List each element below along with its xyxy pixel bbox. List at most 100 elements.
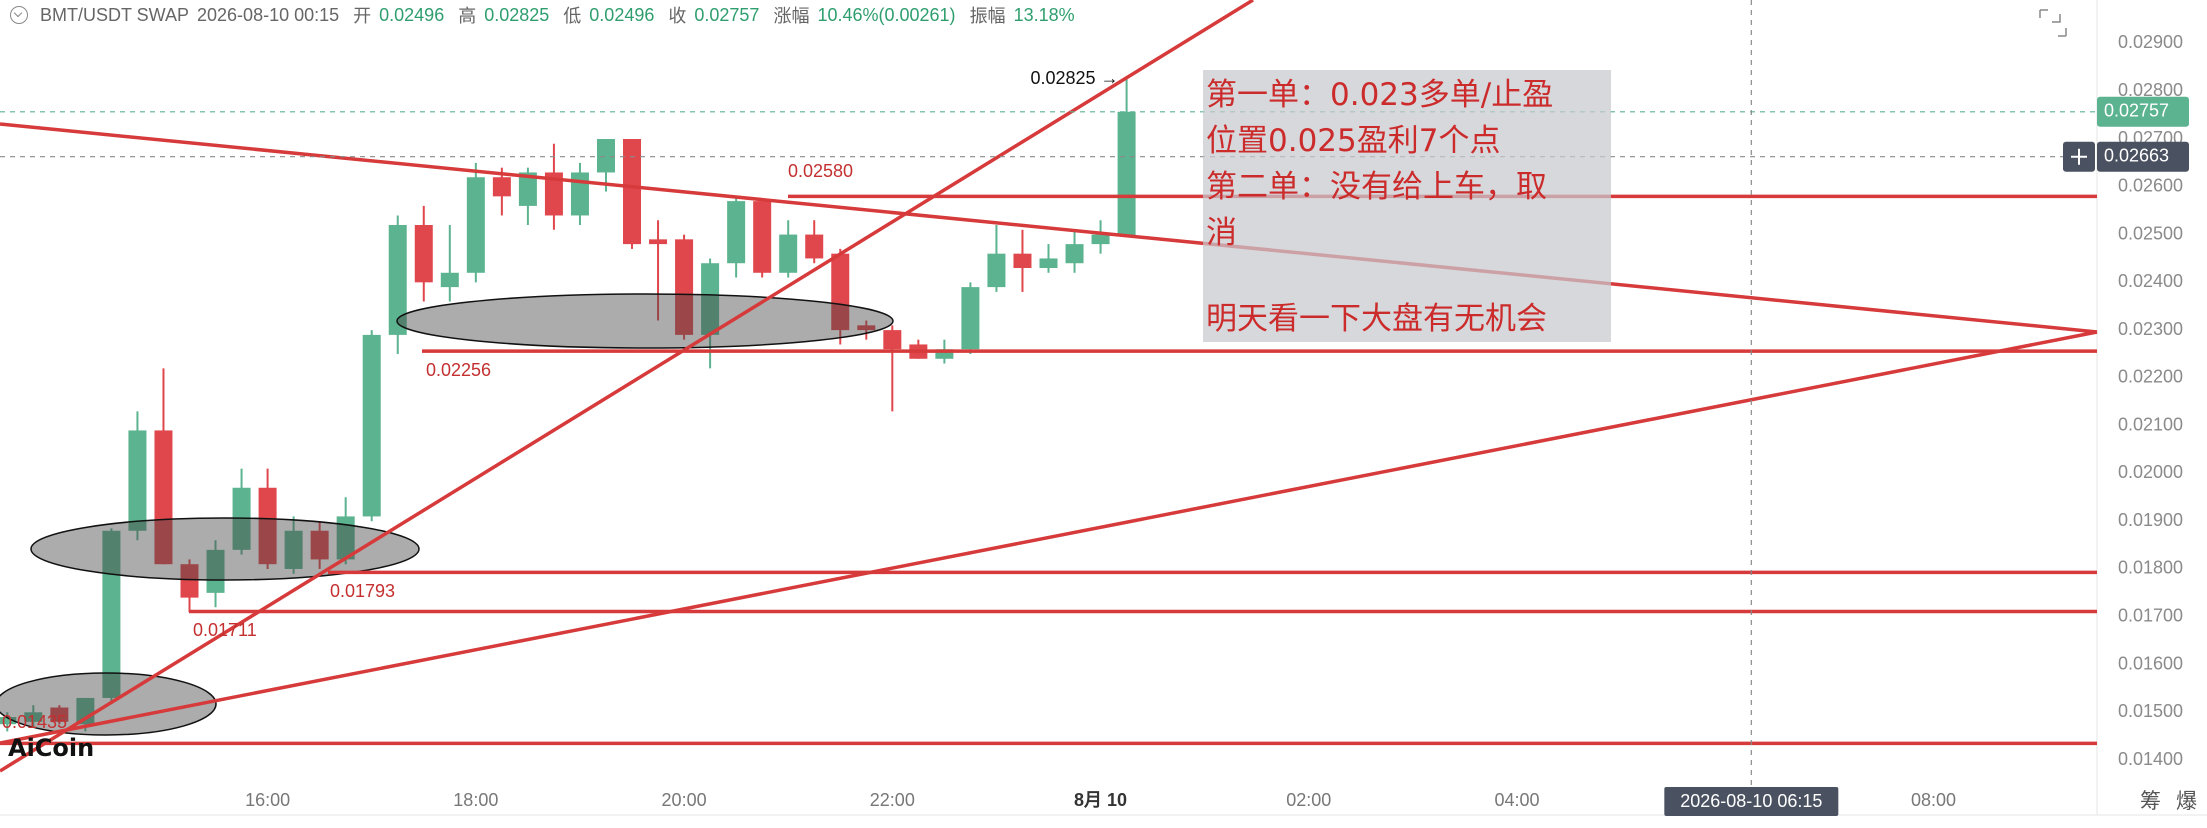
candle-body	[623, 139, 642, 245]
header-value: 0.02757	[694, 4, 760, 25]
fullscreen-icon[interactable]	[2039, 9, 2067, 37]
trend-line	[0, 122, 2098, 334]
y-tick-label: 0.01400	[2118, 749, 2183, 769]
candle-body	[1091, 234, 1110, 245]
price-line-label: 0.02580	[788, 161, 853, 181]
x-tick-label: 22:00	[870, 790, 915, 810]
y-tick-label: 0.02400	[2118, 271, 2183, 291]
time: 2026-08-10 00:15	[197, 4, 340, 25]
y-tick-label: 0.02200	[2118, 367, 2183, 387]
y-tick-label: 0.02500	[2118, 223, 2183, 243]
y-tick-label: 0.02000	[2118, 462, 2183, 482]
candle-body	[701, 263, 720, 335]
y-tick-label: 0.02600	[2118, 176, 2183, 196]
header-value: 10.46%(0.00261)	[817, 4, 956, 25]
crosshair-time-tag	[1664, 787, 1839, 816]
header-label: 涨幅	[773, 6, 810, 26]
candle-body	[753, 201, 772, 273]
candle-body	[831, 253, 850, 331]
candle-body	[883, 330, 902, 350]
y-tick-label: 0.01800	[2118, 558, 2183, 578]
x-tick-label: 18:00	[453, 790, 498, 810]
note-box: 第一单：0.023多单/止盈 位置0.025盈利7个点 第二单：没有给上车，取消明天…	[1203, 70, 1611, 342]
trend-line	[0, 0, 1254, 773]
crosshair-price-label: 0.02663	[2104, 145, 2169, 165]
y-tick-label: 0.02900	[2118, 32, 2183, 52]
candle-body	[206, 549, 225, 593]
header-value: 0.02496	[379, 4, 445, 25]
header-label: 低	[563, 6, 582, 26]
icon	[2039, 9, 2067, 37]
candle-body	[440, 272, 459, 288]
candle-body	[805, 234, 824, 259]
header-label: 开	[353, 6, 372, 26]
note-line: 位置0.025盈利7个点	[1206, 123, 1501, 159]
y-tick-label: 0.01900	[2118, 510, 2183, 530]
y-tick-label: 0.01700	[2118, 605, 2183, 625]
y-tick-label: 0.02800	[2118, 80, 2183, 100]
x-tick-label: 16:00	[245, 790, 290, 810]
candle-body	[362, 334, 381, 517]
candle-body	[258, 487, 277, 565]
side-button[interactable]: 爆	[2176, 789, 2197, 813]
price-line-label: 0.01435	[2, 712, 67, 732]
header-value: 0.02496	[589, 4, 655, 25]
price-line-label: 0.01793	[330, 581, 395, 601]
x-tick-label: 08:00	[1911, 790, 1956, 810]
y-tick-label: 0.01500	[2118, 701, 2183, 721]
candle-body	[180, 564, 199, 598]
overlay: 0.01400 0.01500 0.01600 0.01700 0.01800 0.019…	[0, 0, 2189, 816]
collapse-icon[interactable]	[10, 6, 28, 24]
candle-body	[388, 225, 407, 335]
candle-body	[0, 717, 17, 725]
header-label: 振幅	[969, 6, 1006, 26]
header-label: 收	[668, 6, 687, 26]
price-line-label: 0.02256	[426, 360, 491, 380]
candle-body	[857, 325, 876, 331]
last-price-tag	[2097, 96, 2189, 127]
crosshair-price-tag	[2097, 141, 2189, 172]
candle-body	[1065, 244, 1084, 264]
candle-body	[154, 430, 173, 565]
high-marker: 0.02825 →	[1031, 68, 1119, 88]
candle-body	[596, 139, 615, 173]
highlight-ellipse	[396, 293, 894, 349]
candle-body	[935, 349, 954, 359]
logo: AiCoin	[8, 734, 95, 762]
note-line: 消	[1206, 215, 1237, 251]
candle-body	[961, 287, 980, 350]
x-tick-label: 04:00	[1495, 790, 1540, 810]
candle-body	[102, 530, 121, 698]
symbol: BMT/USDT SWAP	[40, 4, 190, 25]
candle-body	[649, 239, 668, 245]
candle-body	[466, 177, 485, 273]
y-tick-label: 0.01600	[2118, 653, 2183, 673]
side-button[interactable]: 筹	[2140, 789, 2161, 813]
candle-body	[128, 430, 147, 531]
candle-body	[414, 225, 433, 283]
y-tick-label: 0.02100	[2118, 414, 2183, 434]
last-price-label: 0.02757	[2104, 101, 2169, 121]
candle-body	[518, 172, 537, 206]
candle-body	[987, 253, 1006, 288]
crosshair-time-label: 2026-08-10 06:15	[1680, 791, 1822, 811]
x-tick-label: 20:00	[662, 790, 707, 810]
candle-body	[310, 530, 329, 560]
candle-body	[727, 201, 746, 264]
drawings: 0.02580 0.02256 0.01793 0.01711 0.01435	[0, 0, 2098, 773]
trend-line	[0, 330, 2098, 745]
highlight-ellipse	[30, 517, 420, 581]
candle-body	[336, 516, 355, 560]
header-value: 13.18%	[1013, 4, 1075, 25]
candle-body	[570, 172, 589, 216]
candle-body	[675, 239, 694, 335]
candle-body	[1013, 253, 1032, 269]
candle-body	[544, 172, 563, 216]
candle-body	[779, 234, 798, 273]
add-icon	[2071, 148, 2087, 165]
candle-body	[50, 707, 69, 722]
candle-body	[492, 177, 511, 197]
